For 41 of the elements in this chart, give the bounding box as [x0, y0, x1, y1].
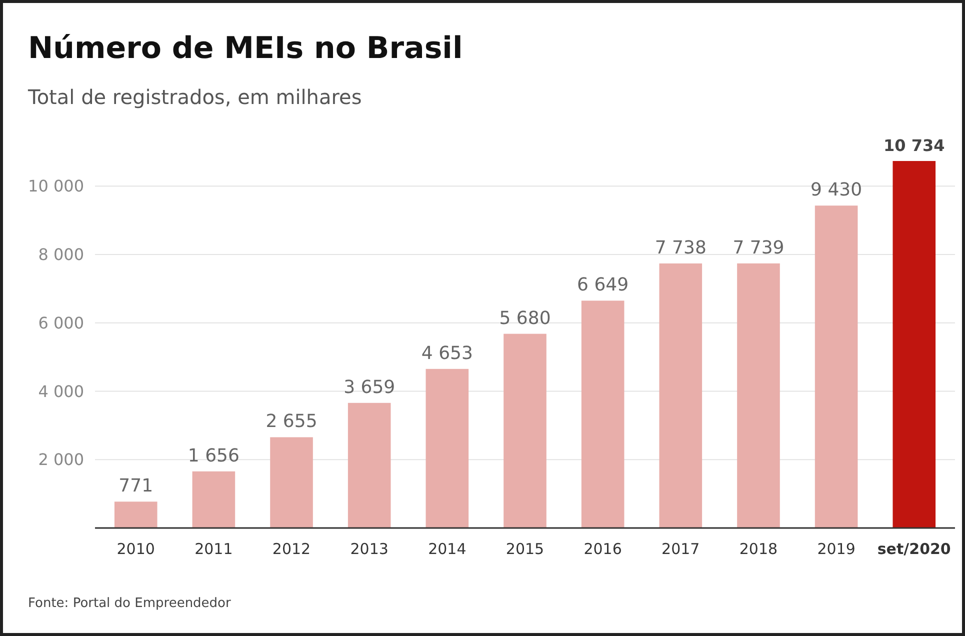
data-label: 3 659	[344, 376, 396, 398]
y-tick-label: 2 000	[38, 450, 84, 470]
y-tick-label: 10 000	[28, 176, 84, 196]
chart-subtitle: Total de registrados, em milhares	[27, 85, 362, 109]
bar	[737, 263, 780, 528]
x-tick-label: 2019	[817, 540, 856, 558]
bar	[192, 471, 236, 528]
bar	[270, 437, 313, 528]
data-label: 2 655	[266, 411, 318, 432]
bar	[114, 502, 158, 528]
y-tick-label: 8 000	[38, 245, 84, 264]
x-tick-label: 2017	[662, 540, 700, 558]
data-label: 7 739	[732, 237, 784, 258]
data-label: 5 680	[499, 308, 551, 329]
x-tick-label: 2014	[428, 540, 466, 558]
data-label: 7 738	[654, 237, 706, 258]
x-tick-label: 2015	[506, 540, 544, 558]
bar	[892, 161, 936, 528]
bar	[348, 402, 391, 528]
x-tick-label: set/2020	[877, 540, 951, 558]
source-note: Fonte: Portal do Empreendedor	[28, 596, 232, 611]
data-label: 10 734	[884, 136, 945, 155]
bar	[581, 300, 624, 528]
x-tick-label: 2018	[739, 540, 778, 558]
x-tick-label: 2016	[584, 540, 622, 558]
bar	[426, 368, 469, 528]
x-tick-label: 2011	[194, 540, 233, 558]
bar	[504, 334, 546, 528]
x-tick-label: 2013	[350, 540, 388, 558]
data-label: 1 656	[188, 445, 240, 466]
y-tick-label: 6 000	[38, 313, 84, 332]
x-tick-label: 2012	[272, 540, 311, 558]
data-label: 771	[118, 476, 154, 497]
x-tick-label: 2010	[116, 540, 155, 558]
data-label: 4 653	[421, 342, 473, 364]
data-label: 9 430	[810, 180, 862, 201]
y-tick-label: 4 000	[38, 382, 84, 401]
bar	[814, 206, 858, 528]
data-label: 6 649	[577, 274, 629, 296]
bar	[659, 263, 702, 528]
chart-title: Número de MEIs no Brasil	[28, 31, 463, 66]
